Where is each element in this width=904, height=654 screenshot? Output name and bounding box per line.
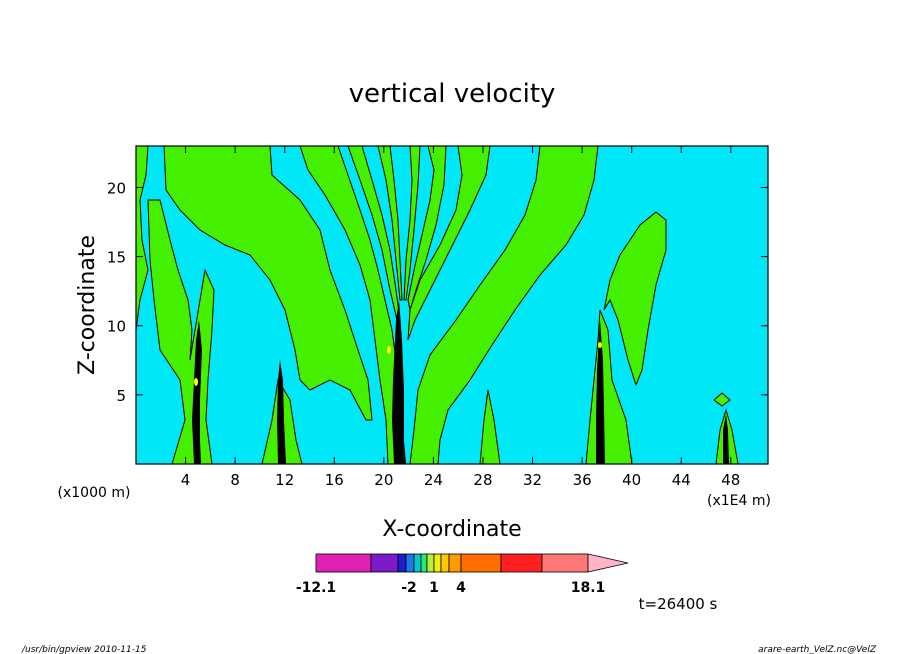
y-tick-label: 5	[116, 387, 126, 405]
updraft-region-left-edge	[136, 146, 149, 331]
x-tick-label: 40	[622, 471, 641, 489]
colorbar-segment	[433, 553, 442, 573]
x-units-right: (x1E4 m)	[707, 493, 771, 509]
colorbar	[315, 553, 629, 573]
strong-updraft-core-3	[392, 300, 406, 464]
footer-right: arare-earth_VelZ.nc@VelZ	[758, 645, 877, 654]
y-axis-label: Z-coordinate	[75, 235, 100, 375]
updraft-region-right-plume	[409, 146, 599, 464]
y-tick-label: 20	[107, 179, 126, 197]
x-tick-label: 28	[473, 471, 492, 489]
plot-frame	[135, 145, 769, 465]
x-units-left: (x1000 m)	[58, 485, 131, 501]
colorbar-segment	[405, 553, 415, 573]
colorbar-arrow	[587, 553, 629, 573]
strong-updraft-core-4	[596, 320, 605, 464]
x-tick-label: 20	[374, 471, 393, 489]
colorbar-segment	[460, 553, 502, 573]
updraft-region-far-right	[603, 211, 667, 387]
updraft-region-edge-right-small	[713, 392, 731, 407]
updraft-region-mid-left	[163, 146, 373, 421]
y-tick-label: 15	[107, 249, 126, 267]
strong-updraft-core-1	[192, 320, 202, 464]
colorbar-segment	[315, 553, 372, 573]
time-label: t=26400 s	[639, 595, 718, 613]
colorbar-segment	[420, 553, 428, 573]
colorbar-segment	[370, 553, 399, 573]
chart-title: vertical velocity	[349, 79, 556, 109]
strong-updraft-core-5	[723, 414, 729, 464]
colorbar-ticks: -12.1 -2 1 4 18.1	[296, 580, 605, 596]
colorbar-tick-label: 1	[429, 580, 439, 596]
x-tick-label: 36	[573, 471, 592, 489]
colorbar-tick-label: 4	[456, 580, 466, 596]
colorbar-tick-label: -2	[401, 580, 417, 596]
updraft-region-right-small	[479, 389, 501, 464]
x-tick-label: 8	[230, 471, 240, 489]
colorbar-segment	[448, 553, 462, 573]
peak-marker-2	[387, 346, 391, 354]
footer-left: /usr/bin/gpview 2010-11-15	[21, 645, 147, 654]
x-tick-label: 24	[424, 471, 443, 489]
x-tick-label: 48	[721, 471, 740, 489]
colorbar-tick-label: -12.1	[296, 580, 336, 596]
updraft-region-center-arc2	[377, 146, 403, 301]
x-tick-label: 44	[672, 471, 691, 489]
x-axis-label: X-coordinate	[382, 517, 521, 542]
colorbar-segment	[541, 553, 589, 573]
x-tick-label: 16	[325, 471, 344, 489]
peak-marker-1	[194, 378, 198, 386]
updraft-region-center-right	[403, 146, 421, 301]
y-tick-label: 10	[107, 318, 126, 336]
updraft-region-center-right3	[407, 146, 491, 341]
colorbar-segment	[440, 553, 450, 573]
x-tick-label: 12	[275, 471, 294, 489]
plot-area	[136, 146, 768, 464]
strong-updraft-core-2	[277, 360, 286, 464]
colorbar-segment	[413, 553, 422, 573]
x-tick-label: 32	[523, 471, 542, 489]
colorbar-tick-label: 18.1	[571, 580, 606, 596]
x-tick-label: 4	[181, 471, 191, 489]
colorbar-segment	[426, 553, 435, 573]
colorbar-segment	[397, 553, 407, 573]
peak-marker-3	[598, 342, 602, 348]
updraft-region-center-left	[299, 146, 401, 464]
colorbar-segment	[500, 553, 543, 573]
